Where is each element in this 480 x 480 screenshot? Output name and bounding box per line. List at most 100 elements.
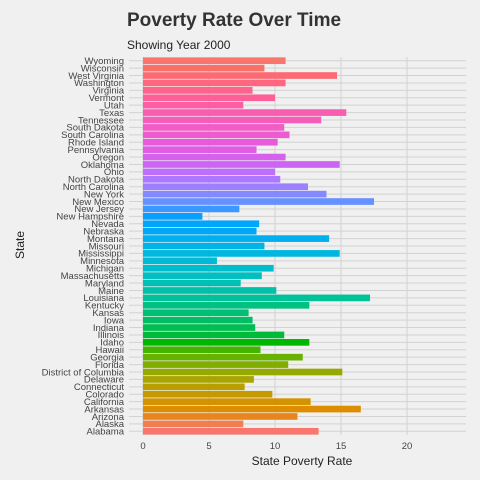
x-axis-title: State Poverty Rate: [252, 454, 353, 468]
bar-nevada: [143, 220, 260, 228]
bar-oregon: [143, 153, 286, 161]
x-tick-label: 20: [402, 441, 413, 452]
y-tick-label: Texas: [99, 108, 124, 119]
y-tick-label: West Virginia: [68, 71, 124, 82]
bar-north-carolina: [143, 183, 308, 191]
bar-texas: [143, 109, 347, 116]
y-tick-label: Missouri: [89, 241, 124, 252]
y-tick-label: Alaska: [95, 419, 124, 430]
y-tick-label: Arkansas: [84, 404, 124, 415]
bar-indiana: [143, 324, 256, 331]
bar-montana: [143, 235, 330, 242]
x-tick-label: 0: [140, 441, 145, 452]
bar-wyoming: [143, 57, 286, 65]
bar-louisiana: [143, 294, 371, 302]
bar-connecticut: [143, 383, 245, 391]
y-tick-label: Florida: [95, 360, 125, 371]
y-tick-label: Vermont: [89, 93, 125, 104]
y-tick-label: District of Columbia: [42, 367, 125, 378]
bar-arizona: [143, 413, 298, 420]
bars-group: [143, 57, 374, 435]
x-tick-label: 15: [336, 441, 347, 452]
y-tick-label: Nebraska: [83, 226, 124, 237]
bar-mississippi: [143, 250, 340, 257]
y-tick-label: Massachusetts: [61, 271, 125, 282]
y-tick-label: Virginia: [92, 86, 124, 97]
x-tick-labels: 0 5 10 15 20: [140, 441, 412, 452]
bar-pennsylvania: [143, 146, 257, 153]
y-tick-label: Ohio: [104, 167, 124, 178]
y-tick-label: Michigan: [86, 264, 124, 275]
bar-kentucky: [143, 301, 310, 309]
y-tick-label: Washington: [74, 78, 124, 89]
y-tick-label: Connecticut: [74, 382, 125, 393]
y-tick-label: Colorado: [85, 390, 124, 401]
bar-oklahoma: [143, 161, 340, 168]
y-tick-label: Tennessee: [78, 115, 124, 126]
y-tick-labels: AlabamaAlaskaArizonaArkansasCaliforniaCo…: [42, 56, 125, 438]
bar-alabama: [143, 427, 319, 435]
y-tick-label: Wisconsin: [81, 63, 124, 74]
bar-iowa: [143, 316, 253, 324]
y-tick-label: Kansas: [92, 308, 124, 319]
bar-illinois: [143, 331, 285, 339]
bar-delaware: [143, 376, 254, 383]
bar-south-carolina: [143, 131, 290, 139]
x-tick-label: 10: [270, 441, 281, 452]
bar-virginia: [143, 87, 253, 94]
bar-kansas: [143, 309, 249, 317]
y-tick-label: Utah: [104, 100, 124, 111]
y-tick-label: Pennsylvania: [67, 145, 124, 156]
bar-washington: [143, 79, 286, 87]
y-tick-label: Louisiana: [83, 293, 124, 304]
bar-north-dakota: [143, 175, 281, 183]
bar-florida: [143, 361, 289, 368]
bar-new-york: [143, 190, 327, 198]
x-tick-label: 5: [206, 441, 211, 452]
bar-new-hampshire: [143, 213, 203, 220]
y-tick-label: Kentucky: [85, 301, 124, 312]
y-tick-label: New York: [84, 189, 124, 200]
bar-district-of-columbia: [143, 368, 343, 376]
bar-maine: [143, 287, 277, 294]
y-tick-label: Nevada: [91, 219, 124, 230]
bar-michigan: [143, 264, 274, 272]
bar-tennessee: [143, 116, 322, 124]
bar-massachusetts: [143, 272, 262, 279]
bar-ohio: [143, 168, 275, 176]
y-tick-label: Montana: [87, 234, 125, 245]
chart-subtitle: Showing Year 2000: [127, 38, 231, 52]
y-tick-label: Wyoming: [84, 56, 124, 67]
y-tick-label: Alabama: [87, 427, 125, 438]
bar-new-jersey: [143, 205, 240, 213]
y-tick-label: South Carolina: [61, 130, 125, 141]
bar-missouri: [143, 242, 265, 250]
y-tick-label: North Dakota: [68, 175, 125, 186]
bar-rhode-island: [143, 138, 278, 146]
y-tick-label: Arizona: [92, 412, 125, 423]
chart-title: Poverty Rate Over Time: [127, 10, 342, 31]
bar-vermont: [143, 94, 275, 102]
bar-south-dakota: [143, 124, 285, 131]
y-tick-label: Indiana: [93, 323, 125, 334]
bar-minnesota: [143, 257, 217, 265]
bar-california: [143, 398, 311, 405]
y-tick-label: Hawaii: [95, 345, 124, 356]
y-tick-label: Idaho: [100, 338, 124, 349]
bar-colorado: [143, 390, 273, 398]
y-tick-label: Maryland: [85, 278, 124, 289]
y-tick-label: Mississippi: [78, 249, 124, 260]
y-tick-label: Minnesota: [80, 256, 125, 267]
bar-arkansas: [143, 405, 361, 413]
y-tick-label: New Hampshire: [56, 212, 124, 223]
bar-wisconsin: [143, 64, 265, 72]
bar-west-virginia: [143, 72, 338, 79]
y-tick-label: North Carolina: [63, 182, 125, 193]
bar-alaska: [143, 420, 244, 428]
y-tick-label: Maine: [98, 286, 124, 297]
y-tick-label: Georgia: [90, 352, 125, 363]
bar-idaho: [143, 339, 310, 346]
bar-hawaii: [143, 346, 261, 354]
y-tick-label: Illinois: [98, 330, 125, 341]
